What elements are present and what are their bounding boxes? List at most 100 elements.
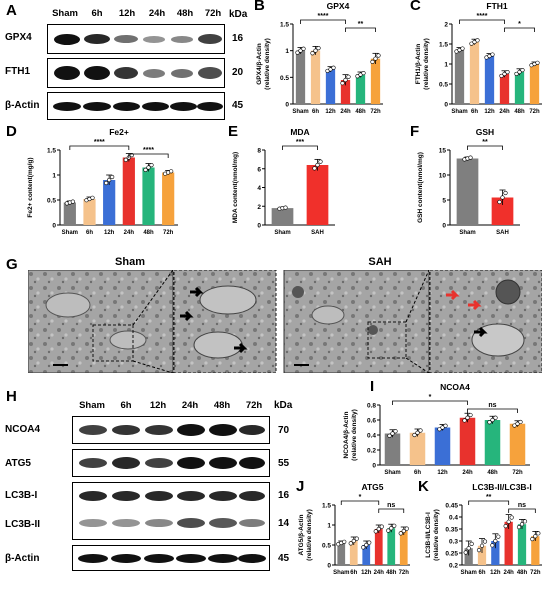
y-axis-label: GPX4/β-Actin(relative density)	[256, 38, 271, 90]
significance-bracket	[392, 400, 468, 405]
y-tick-label: 0.5	[322, 543, 331, 550]
data-point	[310, 51, 315, 56]
x-tick-label: 48h	[517, 570, 528, 576]
data-point	[493, 538, 498, 544]
data-point	[465, 415, 470, 420]
data-point	[348, 541, 353, 546]
y-tick-label: 0.45	[445, 503, 458, 510]
significance-label: **	[486, 494, 492, 501]
x-tick-label: 48h	[143, 230, 154, 236]
y-tick-label: 0.2	[449, 563, 458, 570]
chart-title: MDA	[290, 127, 309, 137]
data-point	[364, 542, 369, 548]
lane-label: 12h	[118, 8, 136, 19]
data-point	[536, 531, 541, 536]
y-tick-label: 0.5	[280, 75, 289, 82]
data-point	[342, 539, 347, 544]
bar	[459, 417, 476, 465]
x-tick-label: 48h	[514, 109, 525, 115]
x-tick-label: 24h	[374, 570, 385, 576]
y-tick-label: 1.5	[322, 503, 331, 510]
data-point	[468, 412, 473, 418]
panel-letter-f: F	[410, 123, 419, 140]
data-point	[376, 526, 381, 532]
bar	[504, 521, 513, 565]
data-point	[512, 423, 517, 428]
data-point	[468, 155, 473, 160]
data-point	[315, 162, 320, 168]
significance-bracket	[504, 27, 535, 32]
data-point	[530, 536, 535, 542]
data-point	[393, 429, 398, 434]
lane-label: 48h	[213, 400, 231, 411]
panel-letter-h: H	[6, 388, 17, 405]
blot-ncoa4	[72, 416, 270, 444]
blot-row-label: β-Actin	[5, 100, 40, 111]
kda-value: 14	[278, 518, 290, 529]
lane-label: 6h	[91, 8, 103, 19]
x-tick-label: 72h	[529, 109, 540, 115]
data-point	[437, 427, 442, 432]
y-tick-label: 10	[439, 173, 447, 180]
x-tick-label: Sham	[292, 109, 308, 115]
significance-bracket	[300, 19, 346, 24]
data-point	[386, 528, 391, 533]
data-point	[316, 46, 321, 51]
data-point	[514, 71, 519, 77]
kda-header: kDa	[274, 400, 293, 411]
data-point	[462, 418, 467, 423]
significance-bracket	[508, 508, 536, 513]
data-point	[476, 548, 482, 553]
x-tick-label: 48h	[355, 109, 366, 115]
x-tick-label: 6h	[312, 109, 319, 115]
bar	[399, 531, 408, 565]
lane-label: Sham	[52, 8, 78, 19]
bar	[83, 199, 96, 225]
x-tick-label: 24h	[503, 570, 514, 576]
significance-label: ****	[94, 139, 105, 146]
data-point	[367, 540, 372, 545]
bar	[384, 433, 401, 465]
y-tick-label: 0.4	[449, 515, 458, 522]
significance-bracket	[467, 145, 503, 150]
data-point	[376, 53, 381, 58]
bar	[469, 42, 480, 104]
data-point	[107, 177, 112, 183]
y-tick-label: 15	[439, 148, 447, 155]
em-micrographs	[28, 270, 542, 373]
y-tick-label: 0.35	[445, 527, 458, 534]
y-axis-label: LC3B-II/LC3B-I(relative density)	[425, 509, 440, 561]
data-point	[509, 515, 514, 520]
bar	[295, 50, 306, 104]
chart-title: LC3B-II/LC3B-I	[472, 482, 532, 492]
y-axis-label: MDA content(nmol/mg)	[232, 152, 239, 223]
data-point	[146, 165, 151, 170]
bar	[491, 541, 500, 565]
y-tick-label: 6	[257, 166, 261, 173]
data-point	[169, 169, 174, 174]
bar	[454, 50, 465, 104]
x-tick-label: Sham	[459, 230, 475, 236]
data-point	[389, 526, 394, 531]
x-tick-label: SAH	[496, 230, 509, 236]
lane-label: 72h	[204, 8, 222, 19]
panel-letter-g: G	[6, 256, 18, 273]
y-tick-label: 4	[257, 185, 261, 192]
data-point	[469, 541, 474, 546]
x-tick-label: Sham	[333, 570, 349, 576]
bar	[456, 158, 479, 225]
lane-label: 48h	[176, 8, 194, 19]
data-point	[505, 69, 510, 75]
kda-value: 16	[232, 33, 244, 44]
significance-label: ****	[143, 147, 154, 154]
data-point	[387, 433, 392, 438]
data-point	[149, 163, 154, 168]
data-point	[490, 52, 495, 57]
panel-letter-k: K	[418, 478, 429, 495]
data-point	[520, 67, 525, 73]
data-point	[496, 534, 501, 539]
y-tick-label: 1.5	[439, 42, 448, 49]
y-tick-label: 2	[444, 22, 448, 29]
data-point	[340, 81, 345, 86]
panel-letter-j: J	[296, 478, 304, 495]
